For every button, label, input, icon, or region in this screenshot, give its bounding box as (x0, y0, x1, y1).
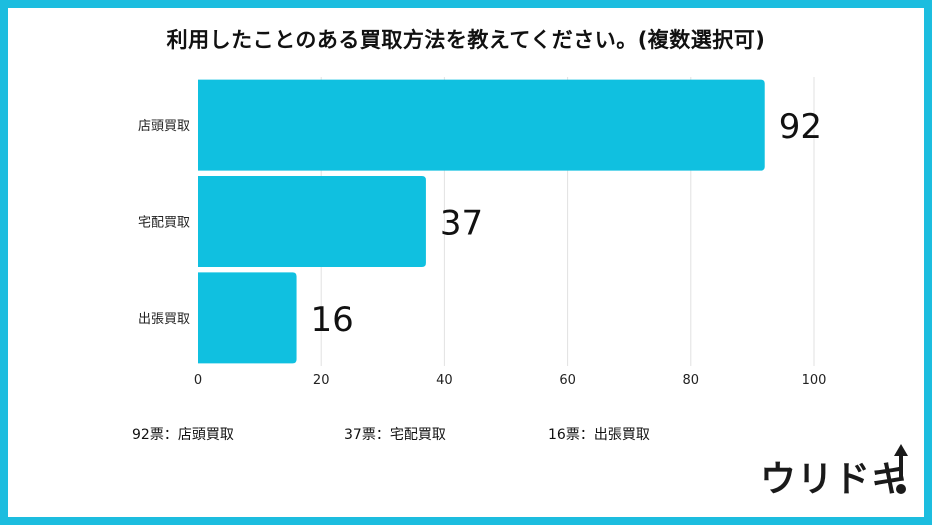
x-tick-label-40: 40 (436, 373, 453, 388)
chart-title: 利用したことのある買取方法を教えてください。(複数選択可) (166, 28, 766, 52)
value-label-3: 16 (311, 300, 354, 340)
category-label-2: 宅配買取 (138, 216, 190, 231)
bar-3 (198, 272, 297, 364)
legend-item-2: 37票：宅配買取 (344, 427, 446, 443)
bar-2 (198, 176, 426, 267)
x-tick-label-0: 0 (194, 373, 202, 388)
value-label-1: 92 (779, 107, 822, 147)
brand-logo: ウリドキ (760, 444, 910, 500)
legend: 92票：店頭買取 37票：宅配買取 16票：出張買取 (0, 424, 932, 444)
x-tick-label-100: 100 (802, 373, 827, 388)
x-tick-label-60: 60 (559, 373, 576, 388)
x-tick-label-20: 20 (313, 373, 330, 388)
legend-item-1: 92票：店頭買取 (132, 427, 234, 443)
category-label-3: 出張買取 (138, 312, 190, 327)
brand-name: ウリドキ (760, 459, 909, 500)
value-label-2: 37 (440, 204, 483, 244)
up-arrow-icon (894, 444, 908, 494)
legend-item-3: 16票：出張買取 (548, 427, 650, 443)
category-label-1: 店頭買取 (138, 119, 190, 134)
x-tick-label-80: 80 (683, 373, 700, 388)
bar-1 (198, 79, 765, 171)
